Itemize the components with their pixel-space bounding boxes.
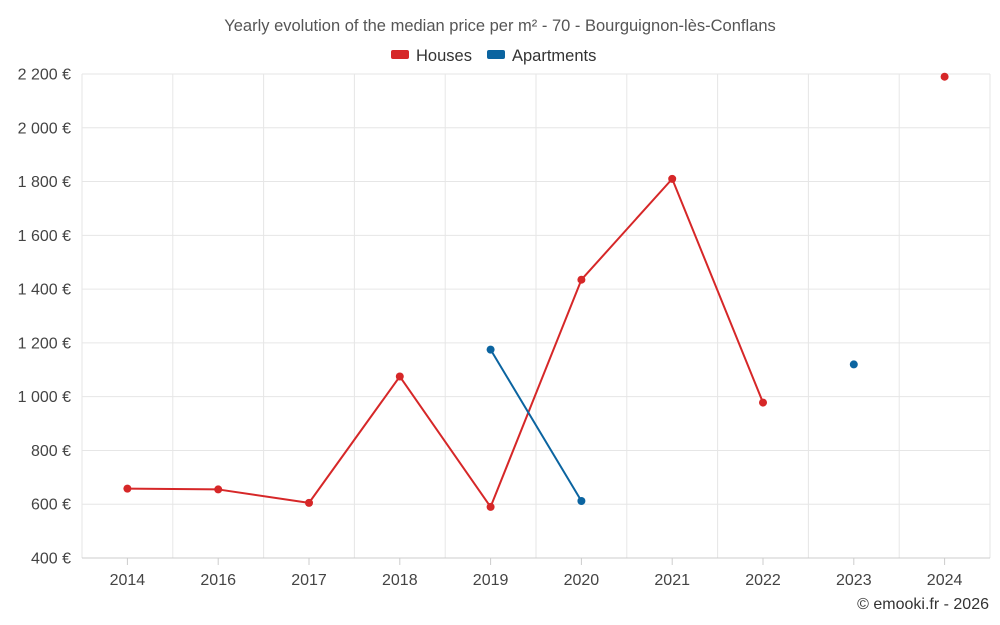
data-point-houses[interactable] — [123, 484, 132, 493]
x-tick-label: 2019 — [473, 572, 509, 589]
y-tick-label: 1 600 € — [18, 228, 71, 245]
y-tick-label: 2 000 € — [18, 120, 71, 137]
plot-area — [123, 72, 949, 511]
x-tick-label: 2020 — [564, 572, 600, 589]
legend[interactable]: Houses Apartments — [391, 47, 596, 65]
y-tick-label: 1 400 € — [18, 282, 71, 299]
legend-swatch-apartments — [487, 50, 505, 59]
grid — [81, 73, 991, 559]
data-point-apartments[interactable] — [577, 496, 586, 505]
y-tick-label: 800 € — [31, 443, 71, 460]
y-tick-label: 600 € — [31, 497, 71, 514]
data-point-houses[interactable] — [668, 174, 677, 183]
x-tick-label: 2023 — [836, 572, 872, 589]
y-axis: 2 200 € 2 000 € 1 800 € 1 600 € 1 400 € 1 200… — [18, 67, 71, 568]
credit-text: © emooki.fr - 2026 — [857, 596, 989, 613]
x-tick-label: 2024 — [927, 572, 963, 589]
y-tick-label: 1 800 € — [18, 174, 71, 191]
data-point-houses[interactable] — [395, 372, 404, 381]
y-tick-label: 2 200 € — [18, 67, 71, 84]
x-tick-label: 2022 — [745, 572, 781, 589]
y-tick-label: 1 200 € — [18, 335, 71, 352]
x-axis: 2014 2016 2017 2018 2019 2020 2021 2022 2023 2024 — [110, 558, 963, 589]
data-point-houses[interactable] — [759, 398, 767, 407]
legend-item-apartments[interactable]: Apartments — [487, 47, 596, 65]
data-point-houses[interactable] — [577, 275, 586, 284]
x-tick-label: 2016 — [200, 572, 236, 589]
chart-title: Yearly evolution of the median price per… — [224, 17, 776, 35]
y-tick-label: 400 € — [31, 551, 71, 568]
x-tick-label: 2021 — [654, 572, 690, 589]
data-point-houses[interactable] — [214, 485, 223, 494]
series-line-apartments — [489, 348, 583, 502]
series-line-houses — [126, 177, 764, 508]
legend-swatch-houses — [391, 50, 409, 59]
x-tick-label: 2018 — [382, 572, 418, 589]
legend-label-apartments: Apartments — [512, 47, 596, 65]
x-tick-label: 2014 — [110, 572, 146, 589]
x-tick-label: 2017 — [291, 572, 327, 589]
data-point-houses[interactable] — [305, 498, 313, 507]
series-apartments — [486, 345, 858, 505]
data-point-houses[interactable] — [940, 72, 949, 81]
y-tick-label: 1 000 € — [18, 389, 71, 406]
legend-item-houses[interactable]: Houses — [391, 47, 472, 65]
data-point-houses[interactable] — [486, 502, 495, 511]
legend-label-houses: Houses — [416, 47, 472, 65]
data-point-apartments[interactable] — [849, 360, 858, 369]
series-houses — [123, 72, 949, 511]
data-point-apartments[interactable] — [486, 345, 495, 354]
